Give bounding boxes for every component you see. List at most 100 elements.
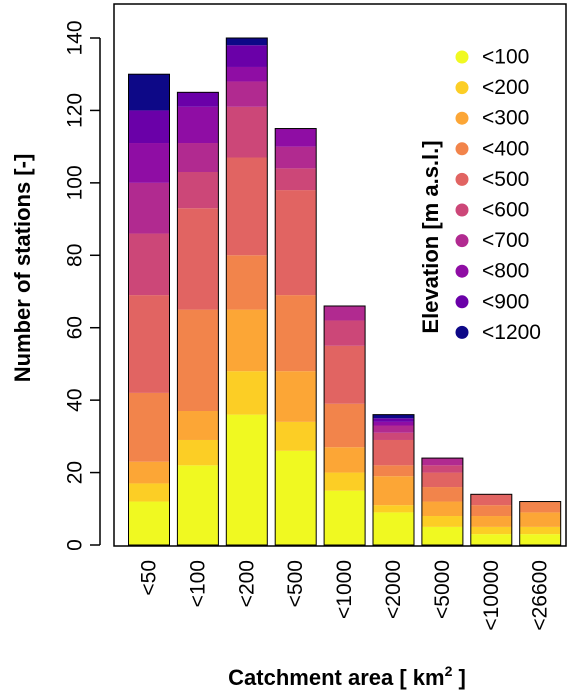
- bar-segment: [128, 461, 170, 484]
- bar-segment: [226, 106, 268, 158]
- x-tick-label: <2000: [382, 560, 405, 619]
- legend-label: <300: [482, 107, 529, 130]
- bar-segment: [324, 472, 366, 491]
- bar-segment: [177, 465, 219, 545]
- y-tick-label: 80: [64, 244, 87, 267]
- y-axis-title: Number of stations [-]: [10, 154, 35, 383]
- bar-segment: [128, 182, 170, 234]
- bar-segment: [226, 371, 268, 415]
- bar-outline: [225, 37, 268, 546]
- legend-label: <600: [482, 199, 529, 222]
- legend-swatch: [455, 264, 469, 278]
- x-tick-label: <200: [235, 560, 258, 607]
- x-tick-label: <5000: [431, 560, 454, 619]
- bar-segment: [373, 465, 414, 477]
- bar-segment: [177, 106, 219, 144]
- legend-label: <100: [482, 46, 529, 69]
- bar-outline: [421, 457, 464, 546]
- legend-label: <400: [482, 137, 529, 160]
- legend-swatch: [455, 172, 469, 186]
- bar-segment: [421, 516, 463, 527]
- bar-segment: [128, 233, 170, 296]
- y-tick-label: 60: [64, 316, 87, 339]
- bar-segment: [275, 421, 317, 451]
- bar-outline: [372, 414, 415, 546]
- x-axis: <50 <100 <200 <500 <1000 <2000 <5000 <10000 <266…: [138, 560, 552, 631]
- bar-segment: [470, 505, 512, 517]
- bar-segment: [519, 501, 561, 513]
- y-tick-label: 20: [64, 461, 87, 484]
- bar-segment: [177, 171, 219, 209]
- legend-label: <1200: [482, 321, 541, 344]
- y-tick-label: 140: [64, 20, 87, 55]
- x-axis-title-superscript: 2: [445, 663, 453, 679]
- bar-segment: [373, 505, 414, 513]
- bar-segment: [226, 157, 268, 256]
- bar-segment: [519, 512, 561, 527]
- bar-outline: [176, 91, 219, 546]
- bar-segment: [324, 447, 366, 473]
- bar-segment: [128, 110, 170, 144]
- bar-segment: [177, 411, 219, 440]
- bar-segment: [275, 450, 317, 545]
- legend: <100 <200 <300 <400 <500 <600 <700 <800 <900 <120…: [455, 46, 541, 344]
- bar-segment: [128, 143, 170, 183]
- legend-swatch: [455, 325, 469, 339]
- bar-segment: [226, 66, 268, 82]
- bar-segment: [373, 421, 414, 426]
- bar-segment: [519, 526, 561, 535]
- bar-segment: [470, 526, 512, 535]
- bar-segment: [373, 432, 414, 440]
- bar-segment: [275, 371, 317, 422]
- x-axis-title-end: ]: [452, 665, 465, 690]
- legend-swatch: [455, 50, 469, 64]
- legend-swatch: [455, 234, 469, 248]
- legend-title: Elevation [m a.s.l.]: [418, 140, 443, 333]
- bar-segment: [226, 81, 268, 107]
- bar-segment: [128, 74, 170, 111]
- bar-segment: [226, 38, 268, 46]
- bar-segment: [128, 392, 170, 462]
- legend-label: <900: [482, 290, 529, 313]
- bar-segment: [177, 92, 219, 107]
- x-tick-label: <100: [186, 560, 209, 607]
- bar-segment: [275, 128, 317, 147]
- bar-segment: [373, 512, 414, 545]
- bar-outline: [128, 73, 170, 546]
- bar-segment: [177, 208, 219, 310]
- bar-segment: [128, 295, 170, 393]
- bar-segment: [421, 526, 463, 545]
- bar-segment: [470, 494, 512, 506]
- bar-segment: [177, 439, 219, 466]
- y-tick-label: 100: [64, 165, 87, 200]
- bar-segment: [324, 305, 366, 321]
- legend-swatch: [455, 295, 469, 309]
- bar-segment: [324, 320, 366, 346]
- x-axis-title-main: Catchment area [ km: [228, 665, 444, 690]
- y-axis: 0 20 40 60 80 100 120 140: [64, 20, 101, 551]
- y-tick-label: 40: [64, 388, 87, 411]
- bar-segment: [421, 458, 463, 466]
- bar-segment: [373, 414, 414, 419]
- legend-swatch: [455, 142, 469, 156]
- legend-label: <200: [482, 76, 529, 99]
- x-tick-label: <1000: [333, 560, 356, 619]
- bar-segment: [421, 501, 463, 517]
- bar-segment: [470, 516, 512, 527]
- bar-segment: [177, 309, 219, 412]
- legend-swatch: [455, 81, 469, 95]
- x-tick-label: <500: [284, 560, 307, 607]
- legend-label: <800: [482, 260, 529, 283]
- bar-segment: [373, 476, 414, 506]
- bar-segment: [373, 425, 414, 433]
- bar-segment: [421, 465, 463, 473]
- y-tick-label: 120: [64, 93, 87, 128]
- legend-swatch: [455, 111, 469, 125]
- bar-segment: [226, 45, 268, 67]
- legend-label: <500: [482, 168, 529, 191]
- bar-segment: [177, 143, 219, 172]
- bar-segment: [324, 345, 366, 404]
- bar-segment: [275, 146, 317, 169]
- bar-segment: [226, 255, 268, 310]
- bar-segment: [470, 534, 512, 545]
